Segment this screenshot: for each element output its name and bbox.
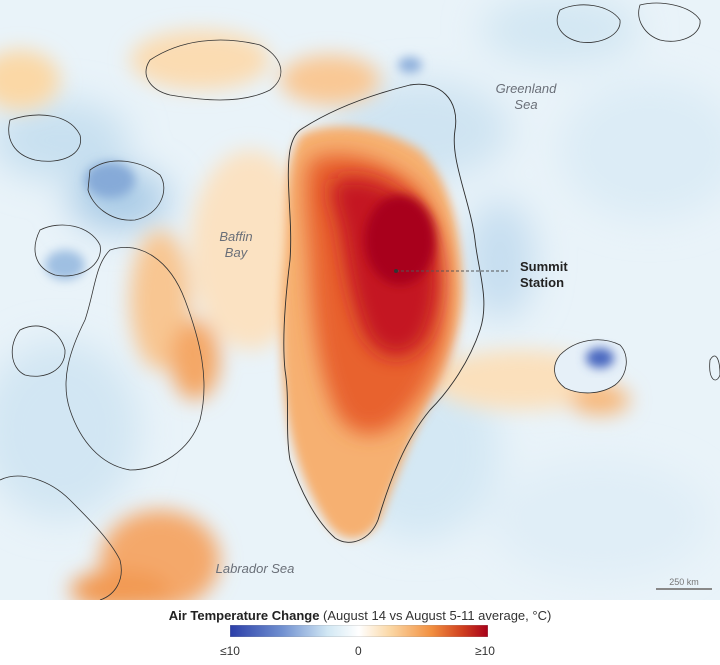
scale-bar: 250 km — [656, 577, 712, 591]
legend-mid-label: 0 — [355, 644, 362, 658]
baffin-bay-label: Baffin Bay — [219, 229, 253, 260]
summit-station-marker — [394, 269, 398, 273]
temperature-map: Greenland Sea Baffin Bay Labrador Sea Su… — [0, 0, 720, 600]
legend: Air Temperature Change (August 14 vs Aug… — [0, 600, 720, 665]
cold-spots — [45, 57, 422, 280]
greenland-coastline — [283, 83, 485, 543]
legend-color-ramp — [230, 625, 488, 637]
iceland — [554, 339, 627, 394]
labrador-sea-label: Labrador Sea — [215, 561, 295, 576]
legend-min-label: ≤10 — [220, 644, 240, 658]
temperature-anomaly-field — [0, 0, 720, 600]
legend-title: Air Temperature Change (August 14 vs Aug… — [0, 608, 720, 623]
summit-station-label: Summit Station — [520, 259, 568, 290]
legend-title-bold: Air Temperature Change — [168, 608, 320, 623]
greenland-sea-label: Greenland Sea — [495, 81, 557, 112]
scale-bar-line — [656, 588, 712, 590]
scale-bar-label: 250 km — [669, 577, 699, 587]
legend-max-label: ≥10 — [475, 644, 495, 658]
canadian-archipelago-coastlines — [0, 2, 720, 600]
greenland-warm-anomaly — [281, 126, 463, 539]
legend-title-rest: (August 14 vs August 5-11 average, °C) — [319, 608, 552, 623]
